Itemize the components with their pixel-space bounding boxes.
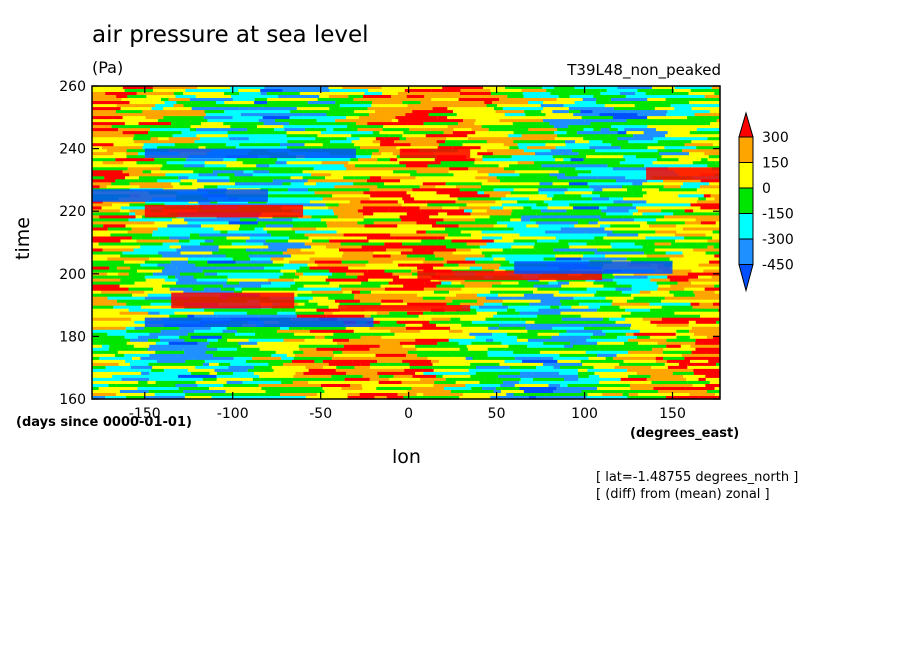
- y-tick-label: 220: [59, 204, 86, 220]
- x-tick-label: -100: [217, 406, 249, 422]
- anomaly-band: [171, 292, 295, 309]
- x-tick-label: -150: [129, 406, 161, 422]
- x-axis-ticks: -150 -100 -50 0 50 100 150: [129, 86, 686, 422]
- colorbar-segment: [738, 213, 754, 240]
- x-axis-units: (degrees_east): [630, 426, 740, 441]
- anomaly-band: [144, 317, 374, 327]
- y-tick-label: 180: [59, 329, 86, 345]
- anomaly-band: [399, 148, 471, 158]
- x-axis-label: lon: [392, 446, 421, 468]
- y-tick-label: 160: [59, 392, 86, 408]
- anomaly-band: [92, 189, 268, 202]
- chart-title: air pressure at sea level: [92, 22, 369, 48]
- colorbar-label: -150: [762, 207, 794, 223]
- x-tick-label: 0: [404, 406, 413, 422]
- latitude-note: [ lat=-1.48755 degrees_north ]: [596, 470, 799, 485]
- colorbar-segment: [738, 136, 754, 163]
- anomaly-band: [417, 270, 603, 281]
- chart-units: (Pa): [92, 58, 124, 77]
- anomaly-band: [144, 204, 304, 218]
- y-tick-label: 200: [59, 267, 86, 283]
- x-tick-label: 50: [488, 406, 506, 422]
- anomaly-band: [144, 148, 356, 158]
- colorbar-segment: [738, 264, 754, 293]
- colorbar-label: 300: [762, 130, 789, 146]
- colorbar-label: 150: [762, 156, 789, 172]
- y-axis-ticks: 160 180 200 220 240 260: [59, 79, 720, 408]
- y-axis-units: (days since 0000-01-01): [16, 415, 192, 430]
- colorbar-segment: [738, 162, 754, 189]
- colorbar-label: 0: [762, 181, 771, 197]
- anomaly-features: [92, 148, 720, 327]
- plot-frame: [91, 85, 721, 400]
- diff-note: [ (diff) from (mean) zonal ]: [596, 487, 770, 502]
- anomaly-band: [338, 305, 471, 312]
- y-tick-label: 240: [59, 142, 86, 158]
- heatmap-plot: [92, 86, 720, 400]
- colorbar-label: -450: [762, 258, 794, 274]
- colorbar-label: -300: [762, 232, 794, 248]
- anomaly-band: [646, 167, 720, 180]
- anomaly-band: [514, 261, 673, 274]
- colorbar-segment: [738, 187, 754, 214]
- x-tick-label: -50: [309, 406, 332, 422]
- x-tick-label: 150: [659, 406, 686, 422]
- x-tick-label: 100: [571, 406, 598, 422]
- colorbar: 300 150 0 -150 -300 -450: [738, 111, 794, 293]
- colorbar-segment: [738, 111, 754, 138]
- colorbar-segment: [738, 238, 754, 265]
- y-tick-label: 260: [59, 79, 86, 95]
- run-label: T39L48_non_peaked: [567, 61, 721, 79]
